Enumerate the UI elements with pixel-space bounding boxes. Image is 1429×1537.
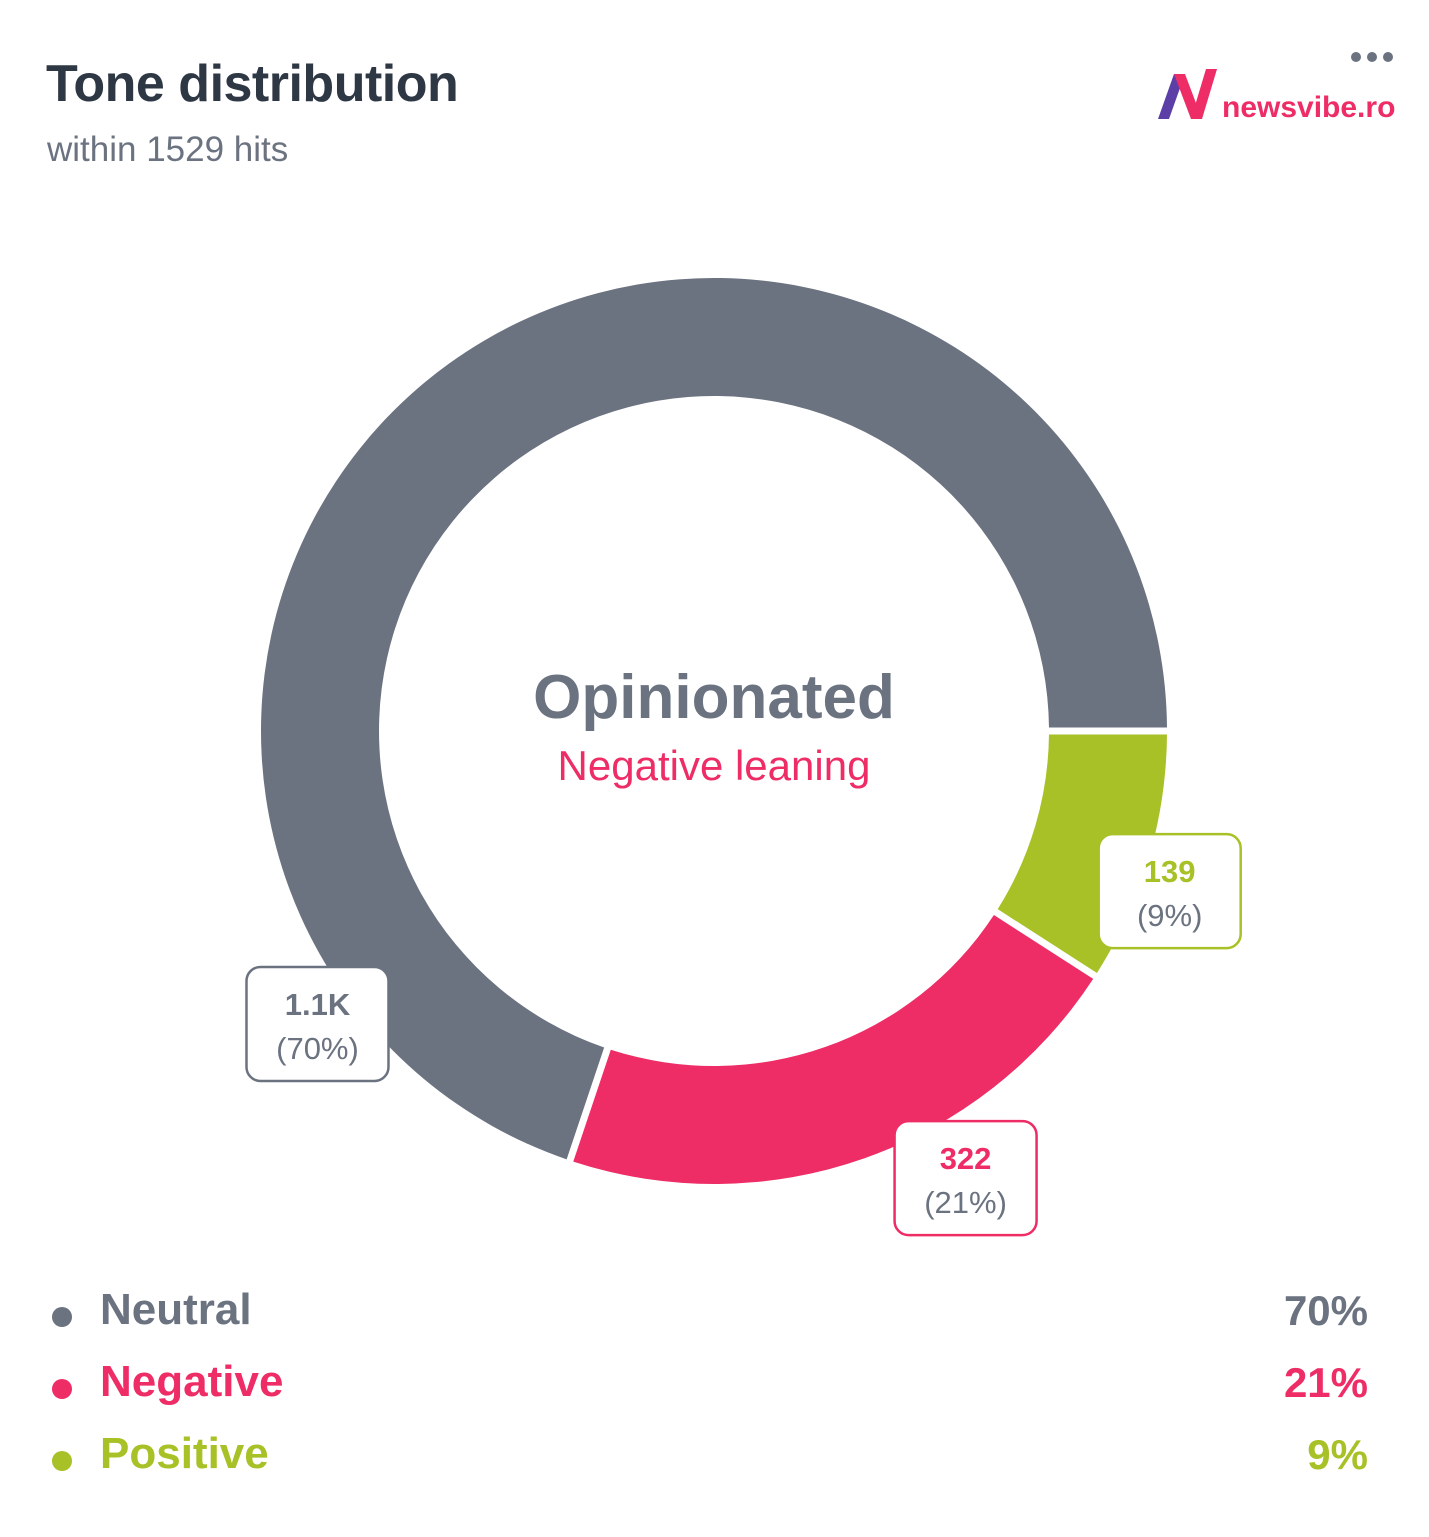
data-label-box-neutral bbox=[245, 965, 390, 1083]
legend-label-neutral: Neutral bbox=[100, 1285, 252, 1334]
logo-text: newsvibe.ro bbox=[1222, 91, 1395, 122]
legend-dot-negative bbox=[52, 1379, 72, 1399]
legend-value-positive: 9% bbox=[1307, 1431, 1368, 1478]
data-label-percent-neutral: (70%) bbox=[276, 1031, 359, 1066]
data-label-percent-negative: (21%) bbox=[924, 1185, 1007, 1220]
donut-chart: Opinionated Negative leaning 1.1K (70%) 32… bbox=[245, 278, 1242, 1237]
data-label-percent-positive: (9%) bbox=[1137, 898, 1202, 933]
data-label-box-negative bbox=[893, 1119, 1038, 1237]
legend-label-positive: Positive bbox=[100, 1429, 269, 1478]
data-label-box-positive bbox=[1097, 832, 1242, 950]
legend-dot-neutral bbox=[52, 1307, 72, 1327]
chart-title: Tone distribution bbox=[46, 55, 459, 113]
data-label-positive: 139 (9%) bbox=[1097, 832, 1242, 950]
center-title: Opinionated bbox=[533, 663, 895, 732]
legend: Neutral 70% Negative 21% Positive 9% bbox=[46, 1282, 1368, 1498]
legend-value-neutral: 70% bbox=[1283, 1287, 1368, 1334]
data-label-negative: 322 (21%) bbox=[893, 1119, 1038, 1237]
legend-item-negative[interactable]: Negative 21% bbox=[46, 1354, 1368, 1426]
data-label-value-neutral: 1.1K bbox=[285, 987, 351, 1022]
newsvibe-n-icon bbox=[1158, 69, 1217, 119]
data-label-value-negative: 322 bbox=[940, 1141, 992, 1176]
legend-value-negative: 21% bbox=[1283, 1359, 1368, 1406]
data-label-value-positive: 139 bbox=[1144, 854, 1196, 889]
more-options-button[interactable] bbox=[1340, 40, 1404, 74]
legend-label-negative: Negative bbox=[100, 1357, 284, 1406]
legend-item-positive[interactable]: Positive 9% bbox=[46, 1426, 1368, 1498]
legend-item-neutral[interactable]: Neutral 70% bbox=[46, 1282, 1368, 1354]
newsvibe-logo: newsvibe.ro bbox=[1158, 66, 1414, 124]
slice-negative[interactable] bbox=[573, 915, 1094, 1185]
center-subtitle: Negative leaning bbox=[558, 742, 871, 789]
chart-subtitle: within 1529 hits bbox=[47, 130, 289, 169]
data-label-neutral: 1.1K (70%) bbox=[245, 965, 390, 1083]
more-horizontal-icon bbox=[1351, 52, 1393, 62]
legend-dot-positive bbox=[52, 1451, 72, 1471]
